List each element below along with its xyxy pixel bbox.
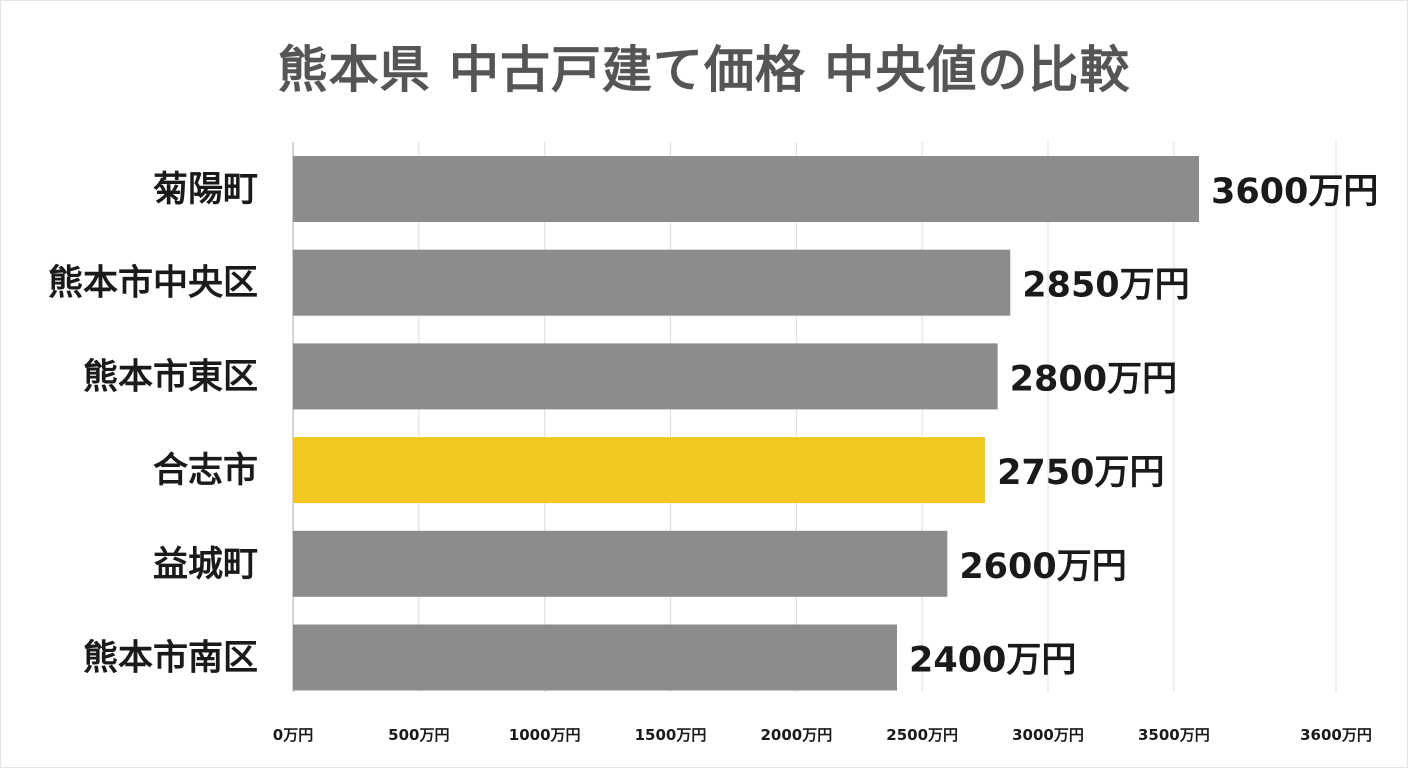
x-tick-label: 1500万円 [635, 726, 707, 744]
x-tick-label: 3500万円 [1138, 726, 1210, 744]
x-tick-label: 2500万円 [886, 726, 958, 744]
x-tick-label: 2000万円 [760, 726, 832, 744]
category-label: 熊本市東区 [83, 356, 258, 397]
x-tick-label: 1000万円 [509, 726, 581, 744]
bars [293, 156, 1199, 691]
x-tick-labels: 0万円 500万円 1000万円 1500万円 2000万円 2500万円 3000万円 35… [273, 726, 1372, 744]
bar [293, 156, 1199, 222]
category-label: 菊陽町 [153, 170, 258, 210]
bar [293, 624, 897, 691]
value-label: 2750万円 [997, 453, 1164, 493]
x-tick-label: 3000万円 [1012, 726, 1084, 744]
category-label: 合志市 [153, 451, 258, 491]
bar [293, 530, 948, 597]
value-labels: 3600万円 2850万円 2800万円 2750万円 2600万円 2400万円 [909, 172, 1378, 681]
value-label: 2400万円 [909, 641, 1076, 681]
chart-title: 熊本県 中古戸建て価格 中央値の比較 [277, 41, 1131, 99]
value-label: 2800万円 [1010, 359, 1177, 399]
bar-highlighted [293, 437, 986, 504]
x-tick-label: 500万円 [388, 726, 449, 744]
category-label: 熊本市南区 [83, 638, 258, 679]
x-tick-label: 3600万円 [1300, 726, 1372, 744]
category-label: 益城町 [153, 545, 258, 585]
category-label: 熊本市中央区 [48, 263, 258, 304]
grid-lines [292, 142, 1337, 692]
bar [293, 249, 1011, 316]
value-label: 3600万円 [1211, 172, 1378, 212]
value-label: 2850万円 [1022, 266, 1189, 306]
value-label: 2600万円 [959, 547, 1126, 587]
x-tick-label: 0万円 [273, 726, 313, 744]
bar [293, 343, 998, 410]
